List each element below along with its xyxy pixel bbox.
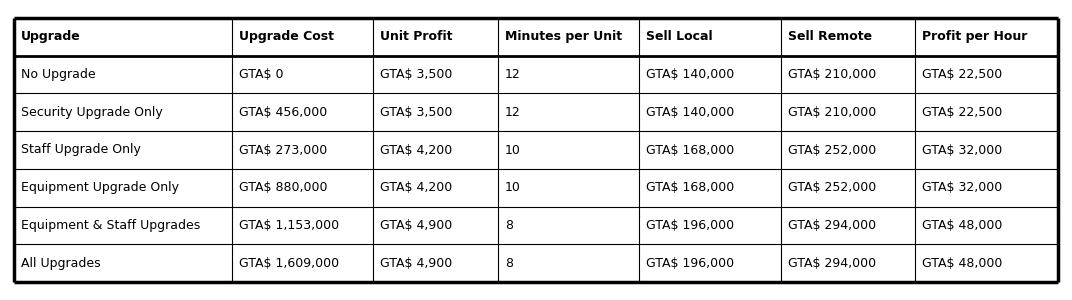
Text: 10: 10	[505, 181, 521, 194]
Text: GTA$ 140,000: GTA$ 140,000	[646, 106, 734, 119]
Text: GTA$ 48,000: GTA$ 48,000	[922, 219, 1002, 232]
Text: GTA$ 252,000: GTA$ 252,000	[788, 181, 876, 194]
Text: GTA$ 210,000: GTA$ 210,000	[788, 106, 876, 119]
Text: Sell Remote: Sell Remote	[788, 30, 872, 44]
Text: GTA$ 3,500: GTA$ 3,500	[381, 68, 452, 81]
Text: Profit per Hour: Profit per Hour	[922, 30, 1027, 44]
Text: Equipment Upgrade Only: Equipment Upgrade Only	[21, 181, 179, 194]
Text: GTA$ 140,000: GTA$ 140,000	[646, 68, 734, 81]
Text: GTA$ 1,609,000: GTA$ 1,609,000	[239, 256, 339, 270]
Text: GTA$ 294,000: GTA$ 294,000	[788, 219, 876, 232]
Text: GTA$ 1,153,000: GTA$ 1,153,000	[239, 219, 339, 232]
Text: Upgrade Cost: Upgrade Cost	[239, 30, 334, 44]
Text: 8: 8	[505, 219, 512, 232]
Text: Upgrade: Upgrade	[21, 30, 80, 44]
Text: 12: 12	[505, 68, 521, 81]
Text: GTA$ 22,500: GTA$ 22,500	[922, 68, 1002, 81]
Text: GTA$ 4,900: GTA$ 4,900	[381, 256, 452, 270]
Text: 8: 8	[505, 256, 512, 270]
Text: GTA$ 0: GTA$ 0	[239, 68, 283, 81]
Text: GTA$ 32,000: GTA$ 32,000	[922, 143, 1002, 157]
Text: GTA$ 456,000: GTA$ 456,000	[239, 106, 327, 119]
Text: Staff Upgrade Only: Staff Upgrade Only	[21, 143, 140, 157]
Text: Equipment & Staff Upgrades: Equipment & Staff Upgrades	[21, 219, 200, 232]
Text: GTA$ 210,000: GTA$ 210,000	[788, 68, 876, 81]
Text: GTA$ 196,000: GTA$ 196,000	[646, 219, 734, 232]
Text: Security Upgrade Only: Security Upgrade Only	[21, 106, 163, 119]
Text: Sell Local: Sell Local	[646, 30, 713, 44]
Text: GTA$ 4,200: GTA$ 4,200	[381, 143, 452, 157]
Text: Minutes per Unit: Minutes per Unit	[505, 30, 622, 44]
Text: GTA$ 168,000: GTA$ 168,000	[646, 143, 734, 157]
Text: GTA$ 252,000: GTA$ 252,000	[788, 143, 876, 157]
Text: GTA$ 880,000: GTA$ 880,000	[239, 181, 327, 194]
Text: GTA$ 4,900: GTA$ 4,900	[381, 219, 452, 232]
Text: GTA$ 273,000: GTA$ 273,000	[239, 143, 327, 157]
Text: GTA$ 294,000: GTA$ 294,000	[788, 256, 876, 270]
Text: GTA$ 168,000: GTA$ 168,000	[646, 181, 734, 194]
Text: Unit Profit: Unit Profit	[381, 30, 453, 44]
Text: 10: 10	[505, 143, 521, 157]
Text: GTA$ 3,500: GTA$ 3,500	[381, 106, 452, 119]
Text: No Upgrade: No Upgrade	[21, 68, 95, 81]
Text: GTA$ 48,000: GTA$ 48,000	[922, 256, 1002, 270]
Text: GTA$ 32,000: GTA$ 32,000	[922, 181, 1002, 194]
Text: GTA$ 22,500: GTA$ 22,500	[922, 106, 1002, 119]
Text: All Upgrades: All Upgrades	[21, 256, 101, 270]
Text: GTA$ 4,200: GTA$ 4,200	[381, 181, 452, 194]
Text: 12: 12	[505, 106, 521, 119]
Text: GTA$ 196,000: GTA$ 196,000	[646, 256, 734, 270]
